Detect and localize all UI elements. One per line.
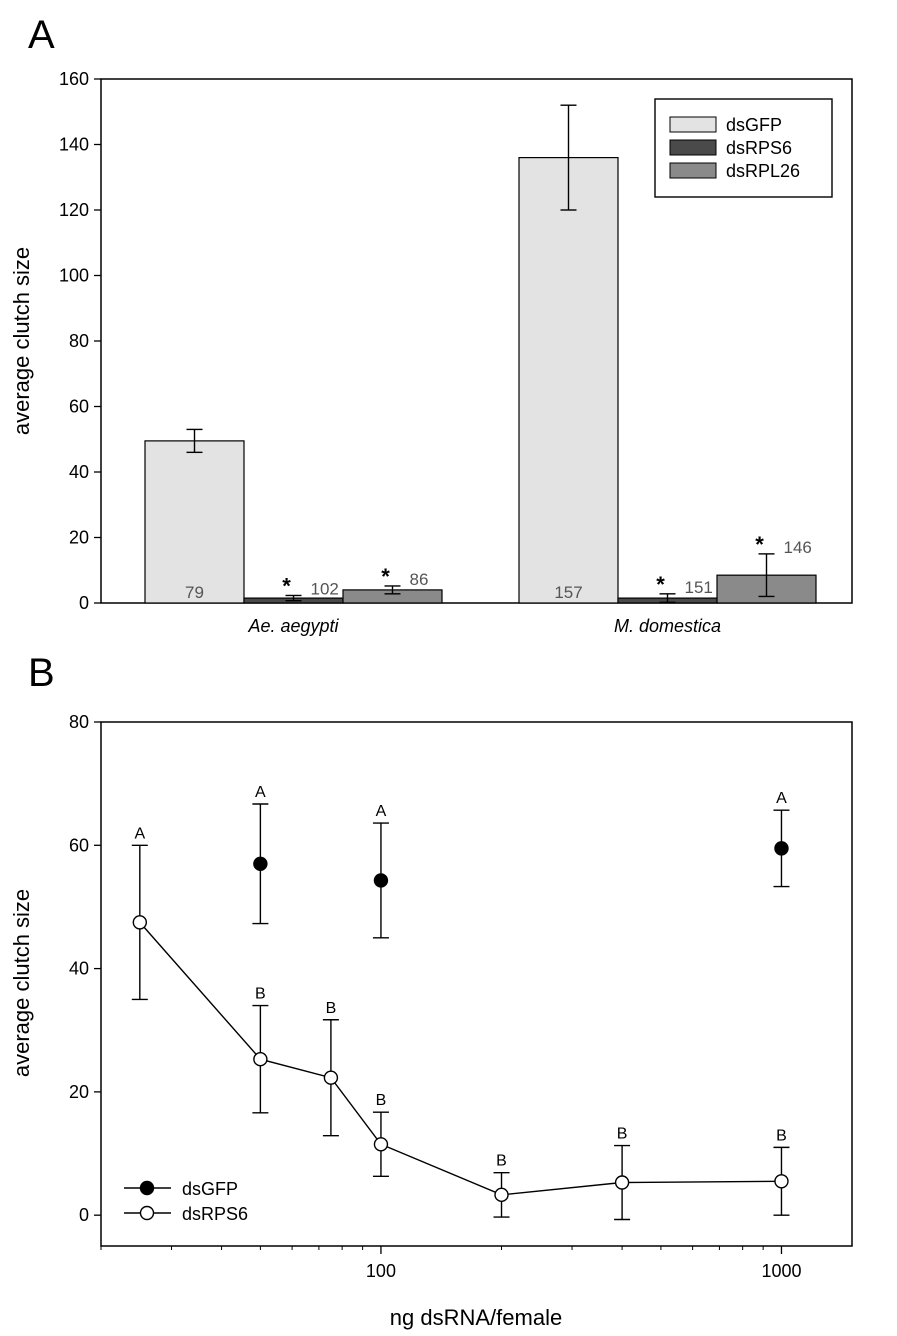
panel-b-ytick-label: 40	[69, 959, 89, 979]
panel-b-group-letter: A	[776, 790, 787, 807]
panel-b-group-letter: B	[776, 1127, 787, 1144]
panel-a-category-label: Ae. aegypti	[247, 616, 339, 636]
panel-a-ytick-label: 20	[69, 528, 89, 548]
panel-a-ytick-label: 0	[79, 593, 89, 613]
panel-b-group-letter: A	[255, 784, 266, 801]
panel-a-legend-swatch	[669, 162, 717, 179]
panel-b-frame	[100, 721, 853, 1247]
panel-a-ytick-label: 80	[69, 331, 89, 351]
panel-a-n-label: 151	[685, 578, 713, 597]
panel-b-legend-label: dsRPS6	[182, 1204, 248, 1224]
panel-b-group-letter: B	[326, 1000, 337, 1017]
panel-a-ytick-label: 100	[59, 266, 89, 286]
panel-a-significance-star: *	[755, 532, 764, 557]
panel-a-legend-label: dsRPL26	[726, 161, 800, 181]
panel-a-n-label: 102	[311, 579, 339, 598]
panel-a-significance-star: *	[656, 572, 665, 597]
panel-b-legend-marker	[139, 1205, 155, 1221]
panel-b-dsrps6-point	[323, 1070, 339, 1085]
panel-a-legend-swatch	[669, 139, 717, 156]
panel-b-dsrps6-point	[253, 1052, 268, 1067]
panel-b-dsrps6-point	[774, 1174, 789, 1189]
panel-a-legend-label: dsRPS6	[726, 138, 792, 158]
panel-b-xtick-label: 1000	[761, 1261, 801, 1281]
panel-b-ylabel: average clutch size	[9, 889, 34, 1077]
panel-a-n-label: 79	[185, 583, 204, 602]
panel-a-ytick-label: 60	[69, 397, 89, 417]
panel-b-dsgfp-point	[253, 856, 268, 871]
panel-b-ytick-label: 20	[69, 1082, 89, 1102]
panel-b-xtick-label: 100	[366, 1261, 396, 1281]
panel-b-ytick-label: 0	[79, 1205, 89, 1225]
panel-a-n-label: 86	[410, 570, 429, 589]
panel-b-group-letter: B	[376, 1092, 387, 1109]
panel-b-group-letter: B	[617, 1126, 628, 1143]
panel-a-ytick-label: 120	[59, 200, 89, 220]
panel-a-bar	[144, 440, 245, 604]
panel-b-group-letter: A	[376, 803, 387, 820]
panel-b-ytick-label: 60	[69, 835, 89, 855]
panel-b-dsgfp-point	[373, 873, 389, 888]
panel-a-legend-swatch	[669, 116, 717, 133]
panel-b-dsrps6-point	[132, 915, 148, 930]
panel-b-group-letter: B	[255, 986, 266, 1003]
panel-b-letter: B	[28, 651, 55, 695]
panel-a-letter: A	[28, 13, 55, 57]
panel-a-significance-star: *	[381, 564, 390, 589]
panel-a-ylabel: average clutch size	[9, 247, 34, 435]
panel-a-ytick-label: 160	[59, 69, 89, 89]
panel-a-ytick-label: 40	[69, 462, 89, 482]
panel-b-group-letter: B	[496, 1153, 507, 1170]
panel-b-ytick-label: 80	[69, 712, 89, 732]
panel-a-ytick-label: 140	[59, 135, 89, 155]
panel-a-significance-star: *	[282, 573, 291, 598]
panel-a-n-label: 146	[784, 538, 812, 557]
panel-b-legend-marker	[139, 1180, 155, 1196]
panel-b-xlabel: ng dsRNA/female	[390, 1305, 562, 1330]
panel-a-category-label: M. domestica	[614, 616, 721, 636]
panel-b-dsrps6-point	[614, 1175, 630, 1190]
panel-a-n-label: 157	[554, 583, 582, 602]
panel-b-dsrps6-line	[139, 921, 782, 1196]
panel-b-dsrps6-point	[373, 1137, 389, 1152]
panel-b-group-letter: A	[134, 825, 145, 842]
panel-b-dsgfp-point	[774, 841, 789, 856]
panel-a-legend-label: dsGFP	[726, 115, 782, 135]
panel-b-legend-label: dsGFP	[182, 1179, 238, 1199]
panel-b-dsrps6-point	[494, 1187, 509, 1203]
panel-a-bar	[518, 157, 619, 604]
